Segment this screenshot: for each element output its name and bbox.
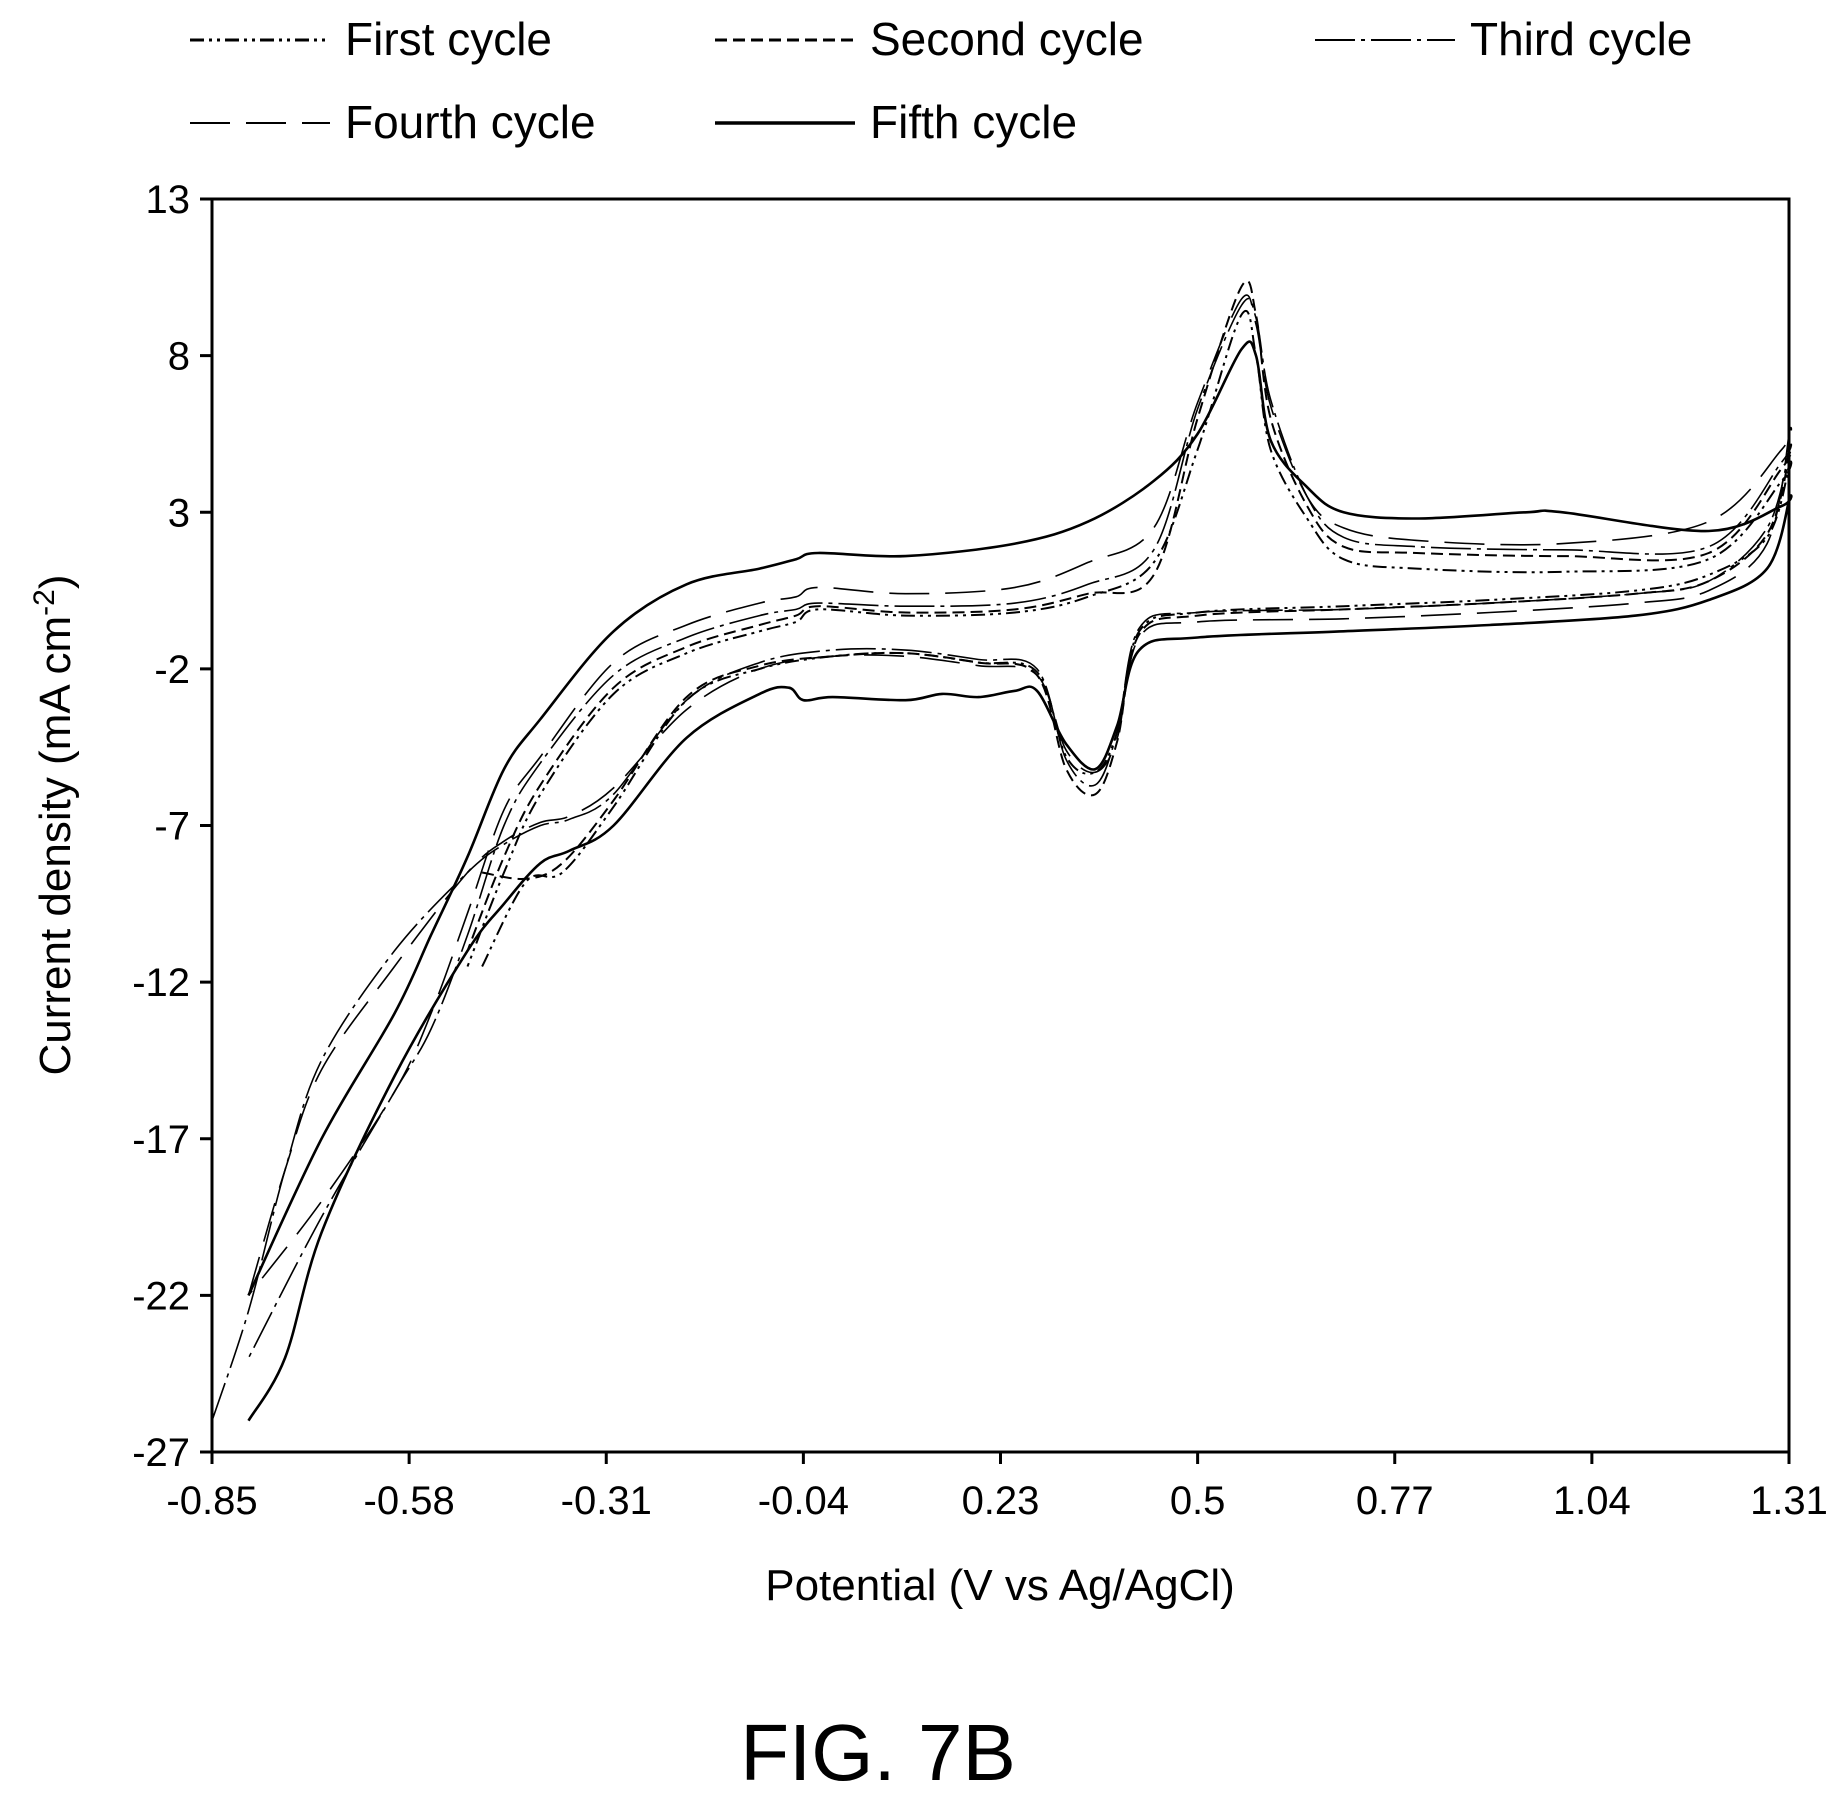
legend-item-second-cycle: Second cycle xyxy=(715,13,1144,65)
series-line-first-cycle xyxy=(466,310,1793,967)
y-tick-label: 13 xyxy=(146,178,191,222)
series-line-fourth-cycle xyxy=(247,294,1793,1296)
plot-frame xyxy=(210,197,1791,1454)
x-tick-label: -0.04 xyxy=(758,1479,849,1523)
legend: First cycle Second cycle Third cycle Fou… xyxy=(190,13,1692,148)
series-line-second-cycle xyxy=(466,279,1793,952)
legend-item-first-cycle: First cycle xyxy=(190,13,552,65)
series-line-fifth-cycle xyxy=(247,340,1793,1422)
legend-label-third-cycle: Third cycle xyxy=(1470,13,1692,65)
x-tick-label: 0.23 xyxy=(962,1479,1040,1523)
y-axis-title: Current density (mA cm-2) xyxy=(28,574,80,1075)
y-tick-label: 3 xyxy=(168,491,190,535)
y-axis-ticks: 13 8 3 -2 -7 -12 -17 -22 -27 xyxy=(132,178,212,1475)
series-line-third-cycle xyxy=(211,297,1793,1421)
x-tick-label: 1.04 xyxy=(1553,1479,1631,1523)
legend-label-second-cycle: Second cycle xyxy=(870,13,1144,65)
y-tick-label: -27 xyxy=(132,1431,190,1475)
y-axis-title-close: ) xyxy=(31,574,80,589)
legend-label-fourth-cycle: Fourth cycle xyxy=(345,96,596,148)
x-tick-label: -0.31 xyxy=(561,1479,652,1523)
y-tick-label: -22 xyxy=(132,1274,190,1318)
legend-label-first-cycle: First cycle xyxy=(345,13,552,65)
x-tick-label: 0.77 xyxy=(1356,1479,1434,1523)
x-axis-title: Potential (V vs Ag/AgCl) xyxy=(765,1561,1235,1610)
x-tick-label: -0.85 xyxy=(166,1479,257,1523)
x-tick-label: 0.5 xyxy=(1170,1479,1226,1523)
y-tick-label: 8 xyxy=(168,335,190,379)
x-tick-label: 1.31 xyxy=(1750,1479,1827,1523)
y-tick-label: -7 xyxy=(154,805,190,849)
legend-item-third-cycle: Third cycle xyxy=(1315,13,1692,65)
x-axis-ticks: -0.85 -0.58 -0.31 -0.04 0.23 0.5 0.77 1.04 1.31 xyxy=(166,1452,1827,1523)
series-layer xyxy=(211,279,1793,1422)
legend-item-fourth-cycle: Fourth cycle xyxy=(190,96,596,148)
legend-item-fifth-cycle: Fifth cycle xyxy=(715,96,1077,148)
y-tick-label: -2 xyxy=(154,648,190,692)
y-axis-title-main: Current density (mA cm xyxy=(31,616,80,1076)
x-tick-label: -0.58 xyxy=(364,1479,455,1523)
y-tick-label: -12 xyxy=(132,961,190,1005)
legend-label-fifth-cycle: Fifth cycle xyxy=(870,96,1077,148)
figure-caption: FIG. 7B xyxy=(740,1708,1016,1797)
y-tick-label: -17 xyxy=(132,1118,190,1162)
y-axis-title-superscript: -2 xyxy=(28,589,61,616)
